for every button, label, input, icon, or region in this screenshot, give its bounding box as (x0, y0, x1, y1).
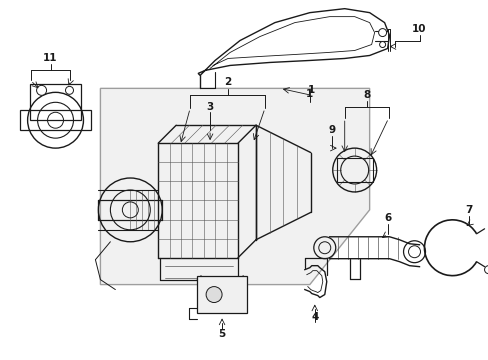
Bar (20, 110, 91, 130)
Text: 3: 3 (206, 102, 213, 112)
Circle shape (37, 85, 46, 95)
Text: 6: 6 (383, 213, 390, 223)
Text: 5: 5 (218, 329, 225, 339)
Text: 1: 1 (307, 85, 315, 95)
Text: 9: 9 (327, 125, 335, 135)
Text: 8: 8 (362, 90, 369, 100)
Bar (336, 158, 372, 182)
Text: 1: 1 (305, 89, 313, 99)
Bar (30, 84, 81, 120)
Text: 7: 7 (465, 205, 472, 215)
Circle shape (379, 41, 385, 48)
Text: 2: 2 (224, 77, 231, 87)
Circle shape (484, 266, 488, 274)
Circle shape (65, 86, 73, 94)
Text: 10: 10 (411, 24, 426, 33)
Text: 11: 11 (43, 54, 58, 63)
Text: 4: 4 (310, 312, 318, 323)
Polygon shape (198, 9, 389, 75)
Circle shape (378, 28, 386, 37)
Polygon shape (100, 88, 369, 285)
Bar (197, 276, 246, 314)
Circle shape (205, 287, 222, 302)
